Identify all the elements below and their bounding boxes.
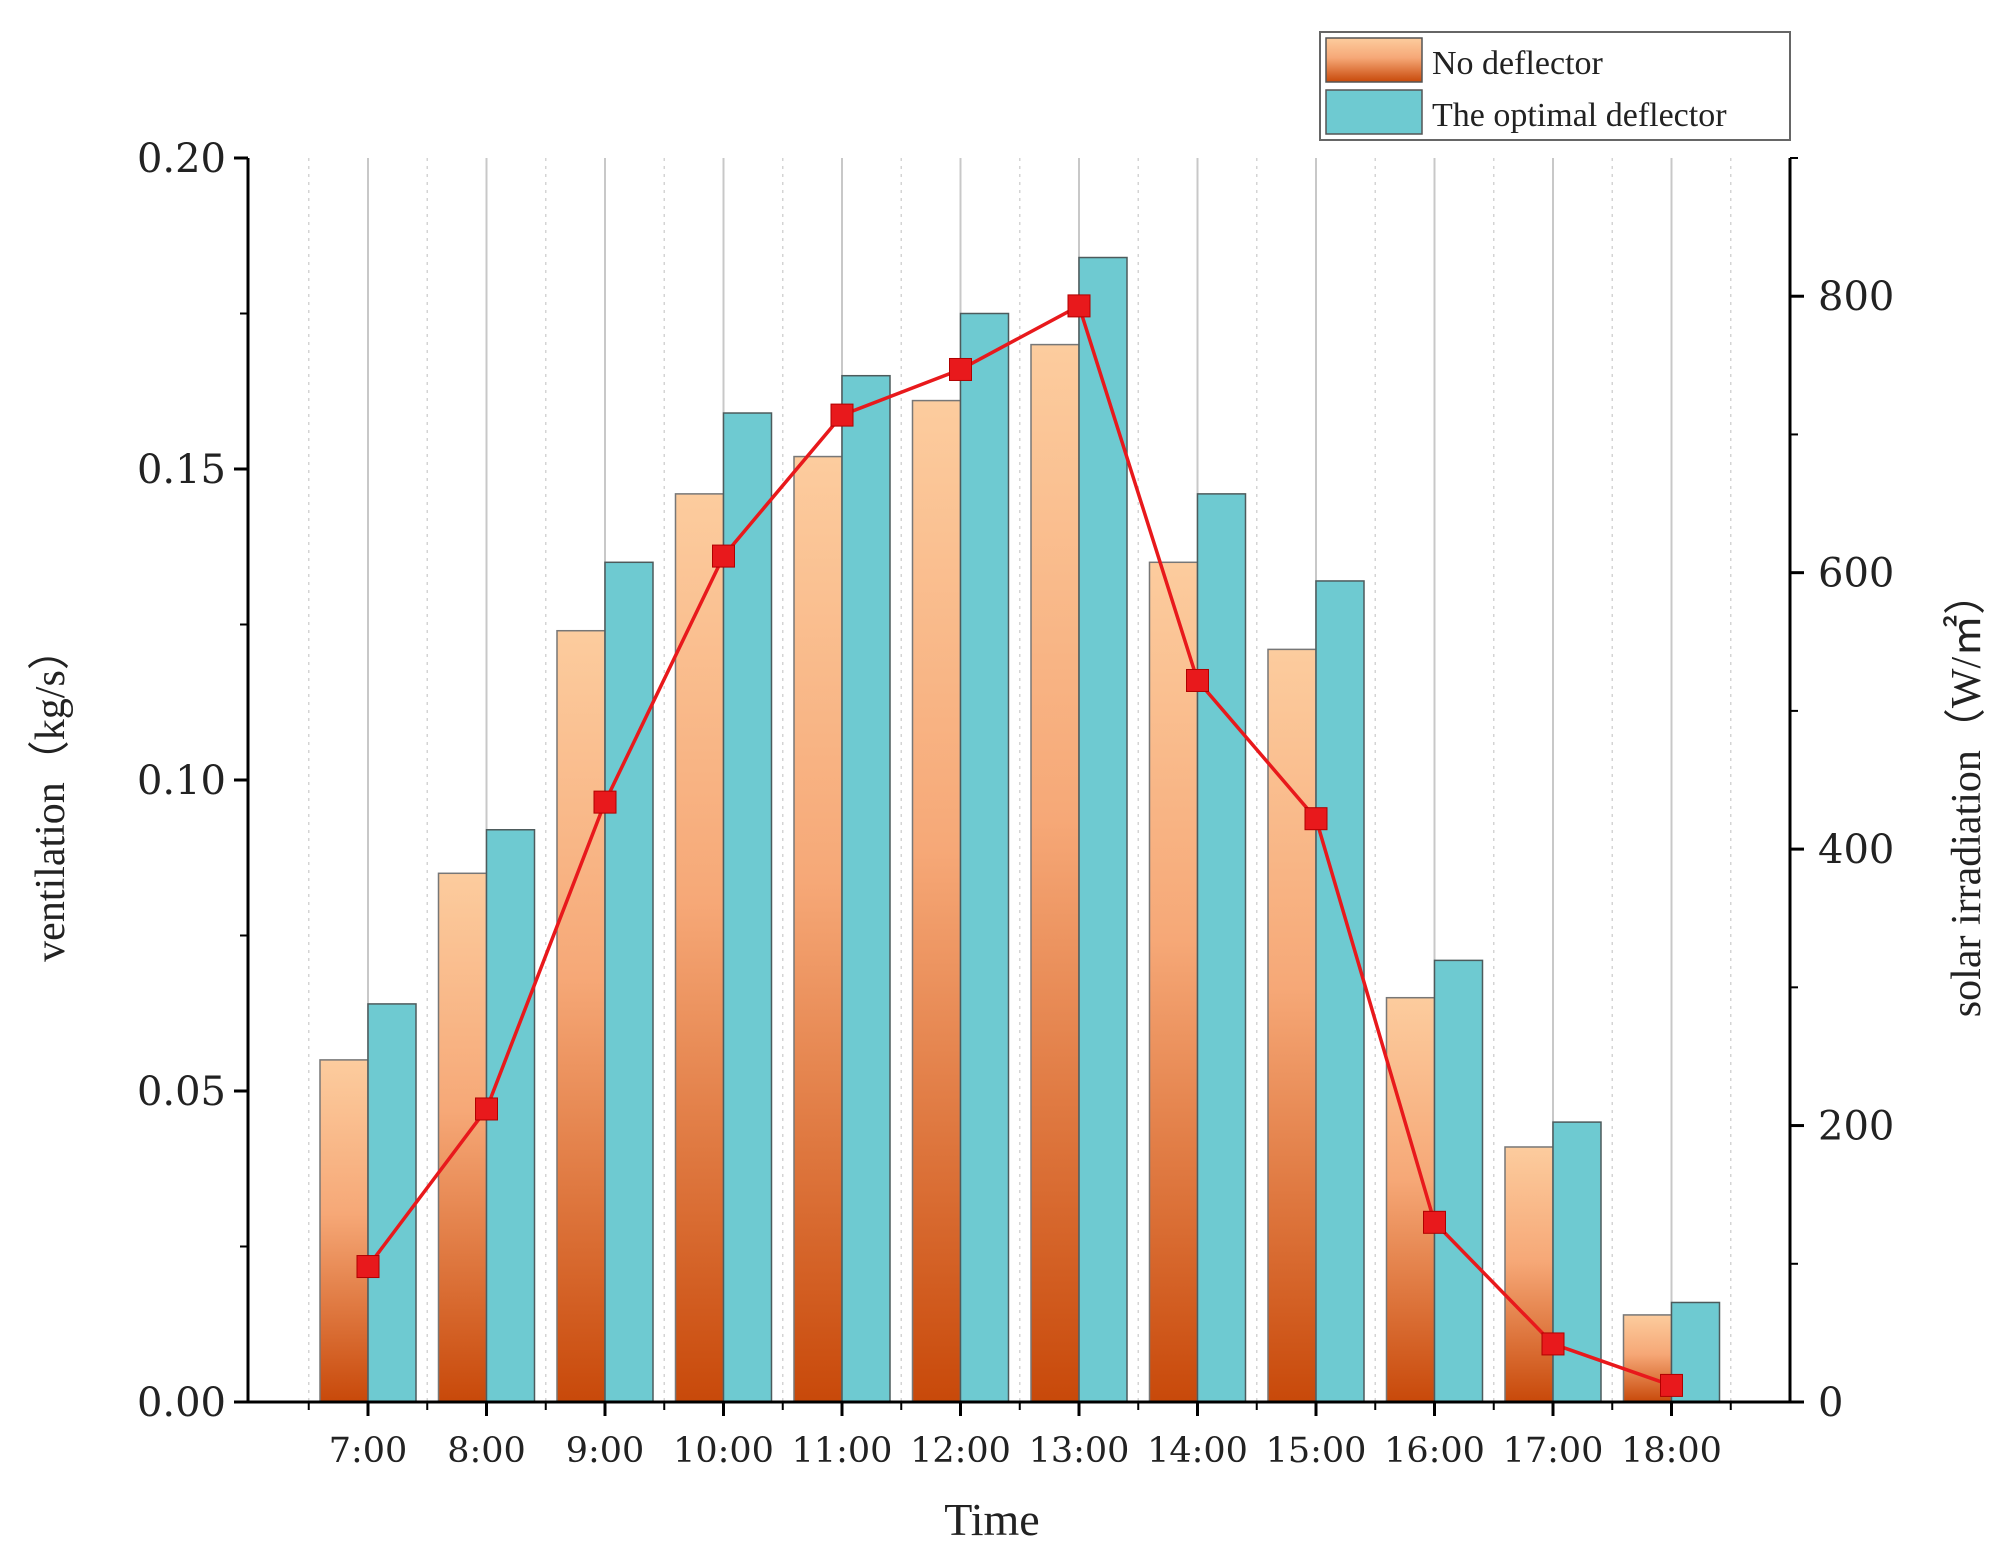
y-tick-label: 0.05 [137,1069,226,1115]
irradiation-marker [712,544,735,568]
y-axis-title: ventilation（kg/s） [28,628,74,962]
x-tick-label: 18:00 [1621,1431,1722,1471]
irradiation-marker [1660,1373,1683,1397]
irradiation-marker [1186,668,1209,692]
x-tick-label: 7:00 [329,1431,408,1471]
legend-label-optimal-deflector: The optimal deflector [1432,97,1727,134]
bar-optimal-deflector [367,1003,417,1403]
irradiation-marker [1304,807,1328,831]
y-tick-label: 0.00 [137,1380,226,1426]
x-tick-label: 14:00 [1147,1431,1248,1471]
bar-no-deflector [911,399,962,1403]
axes-layer: 0.00 0.05 0.10 0.15 0.20 0 200 400 600 800 7:00 8:0… [137,136,1894,1471]
bar-no-deflector [1504,1146,1554,1403]
x-tick-label: 8:00 [447,1431,526,1471]
x-tick-label: 13:00 [1029,1431,1130,1471]
irradiation-marker [949,357,972,381]
irradiation-marker [1541,1332,1565,1356]
bar-no-deflector [556,629,606,1403]
irradiation-marker [356,1255,380,1279]
bars-layer [319,256,1721,1403]
bar-optimal-deflector [1196,493,1247,1403]
irradiation-line-layer [356,294,1683,1397]
bar-optimal-deflector [841,374,891,1403]
bar-no-deflector [1030,343,1080,1403]
y2-tick-label: 600 [1818,551,1894,597]
bar-optimal-deflector [1315,580,1365,1403]
irradiation-marker [593,790,617,814]
y-tick-label: 0.15 [137,447,226,493]
bar-no-deflector [674,493,725,1403]
bar-no-deflector [437,872,488,1403]
y2-axis-title: solar irradiation（W/㎡） [1943,573,1990,1017]
y2-tick-label: 800 [1818,274,1894,320]
x-tick-label: 9:00 [566,1431,645,1471]
irradiation-marker [830,403,854,427]
x-tick-label: 10:00 [673,1431,774,1471]
irradiation-line [366,303,1673,1388]
irradiation-marker [1423,1210,1446,1234]
x-axis-title: Time [944,1494,1039,1545]
x-tick-label: 17:00 [1503,1431,1604,1471]
y2-tick-label: 400 [1818,827,1894,873]
legend-label-no-deflector: No deflector [1432,45,1604,82]
y-tick-label: 0.20 [137,136,226,182]
irradiation-marker [475,1097,498,1121]
y2-tick-label: 0 [1818,1380,1843,1426]
bar-optimal-deflector [604,561,654,1403]
x-tick-label: 15:00 [1266,1431,1367,1471]
x-tick-label: 12:00 [910,1431,1011,1471]
y-tick-label: 0.10 [137,758,226,804]
legend: No deflector The optimal deflector [1319,31,1791,141]
legend-swatch-no-deflector [1325,37,1423,83]
legend-swatch-optimal-deflector [1325,89,1423,135]
bar-no-deflector [793,455,843,1403]
x-tick-label: 11:00 [792,1431,893,1471]
bar-optimal-deflector [1433,959,1484,1403]
x-tick-label: 16:00 [1384,1431,1485,1471]
bar-optimal-deflector [722,412,773,1403]
irradiation-marker [1067,294,1091,318]
y2-tick-label: 200 [1818,1104,1894,1150]
bar-no-deflector [1267,648,1317,1403]
bar-no-deflector [319,1059,369,1403]
bar-optimal-deflector [959,312,1010,1403]
